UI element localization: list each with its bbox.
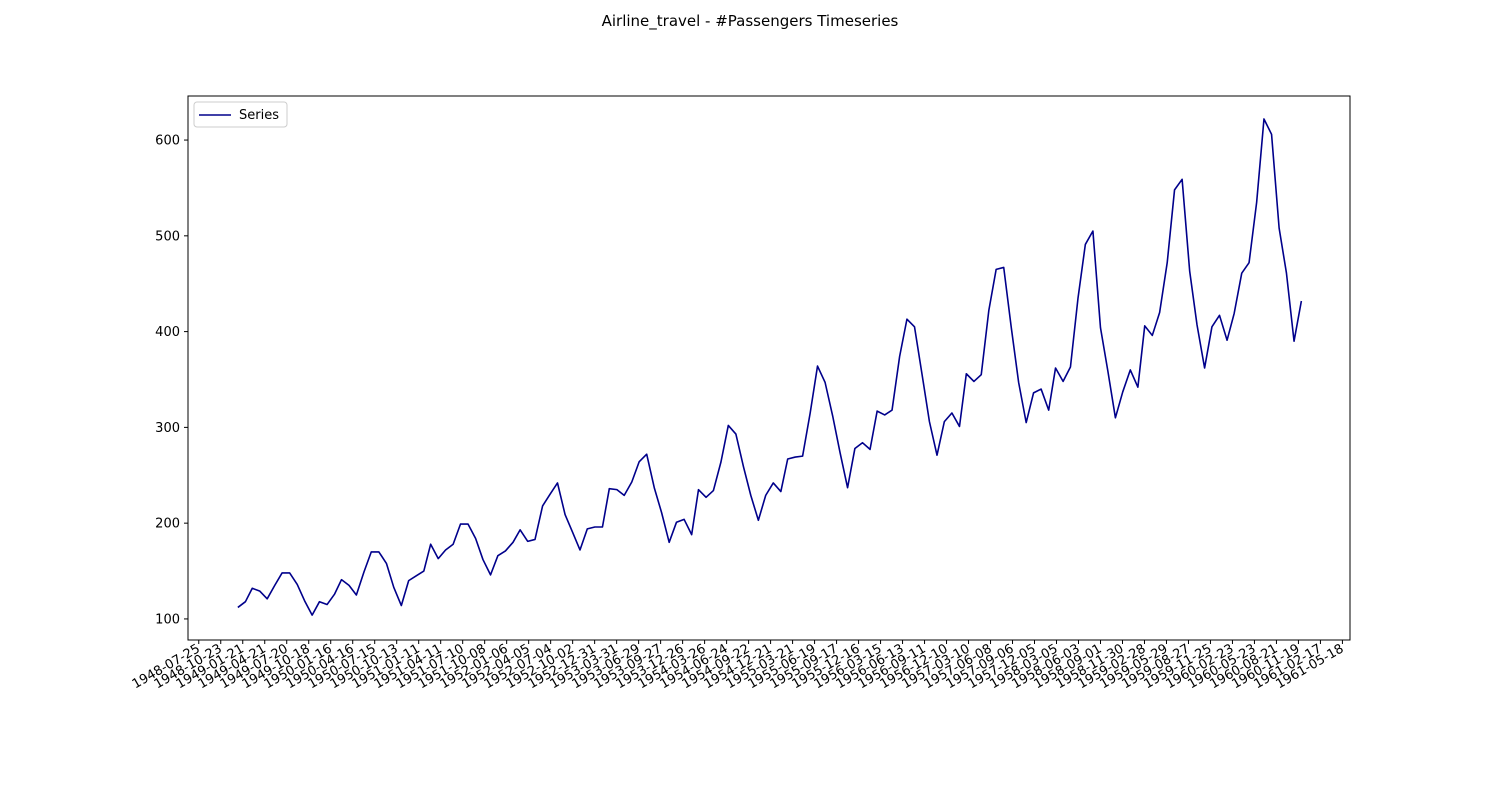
series-layer	[237, 118, 1303, 616]
chart-title: Airline_travel - #Passengers Timeseries	[601, 12, 899, 30]
legend-label: Series	[239, 108, 279, 123]
plot-frame	[187, 95, 1351, 641]
y-tick-label: 200	[155, 517, 180, 532]
y-tick-label: 300	[155, 421, 180, 436]
y-axis: 100 200 300 400 500 600	[155, 134, 188, 627]
legend-box	[193, 101, 288, 128]
plot-area	[188, 96, 1350, 640]
y-tick-label: 400	[155, 325, 180, 340]
series-line-0	[237, 118, 1303, 616]
x-axis: 1948-07-251948-10-231949-01-211949-04-21…	[130, 640, 1346, 692]
legend: Series	[193, 101, 288, 128]
y-tick-label: 600	[155, 134, 180, 149]
y-tick-label: 100	[155, 612, 180, 627]
y-tick-label: 500	[155, 229, 180, 244]
